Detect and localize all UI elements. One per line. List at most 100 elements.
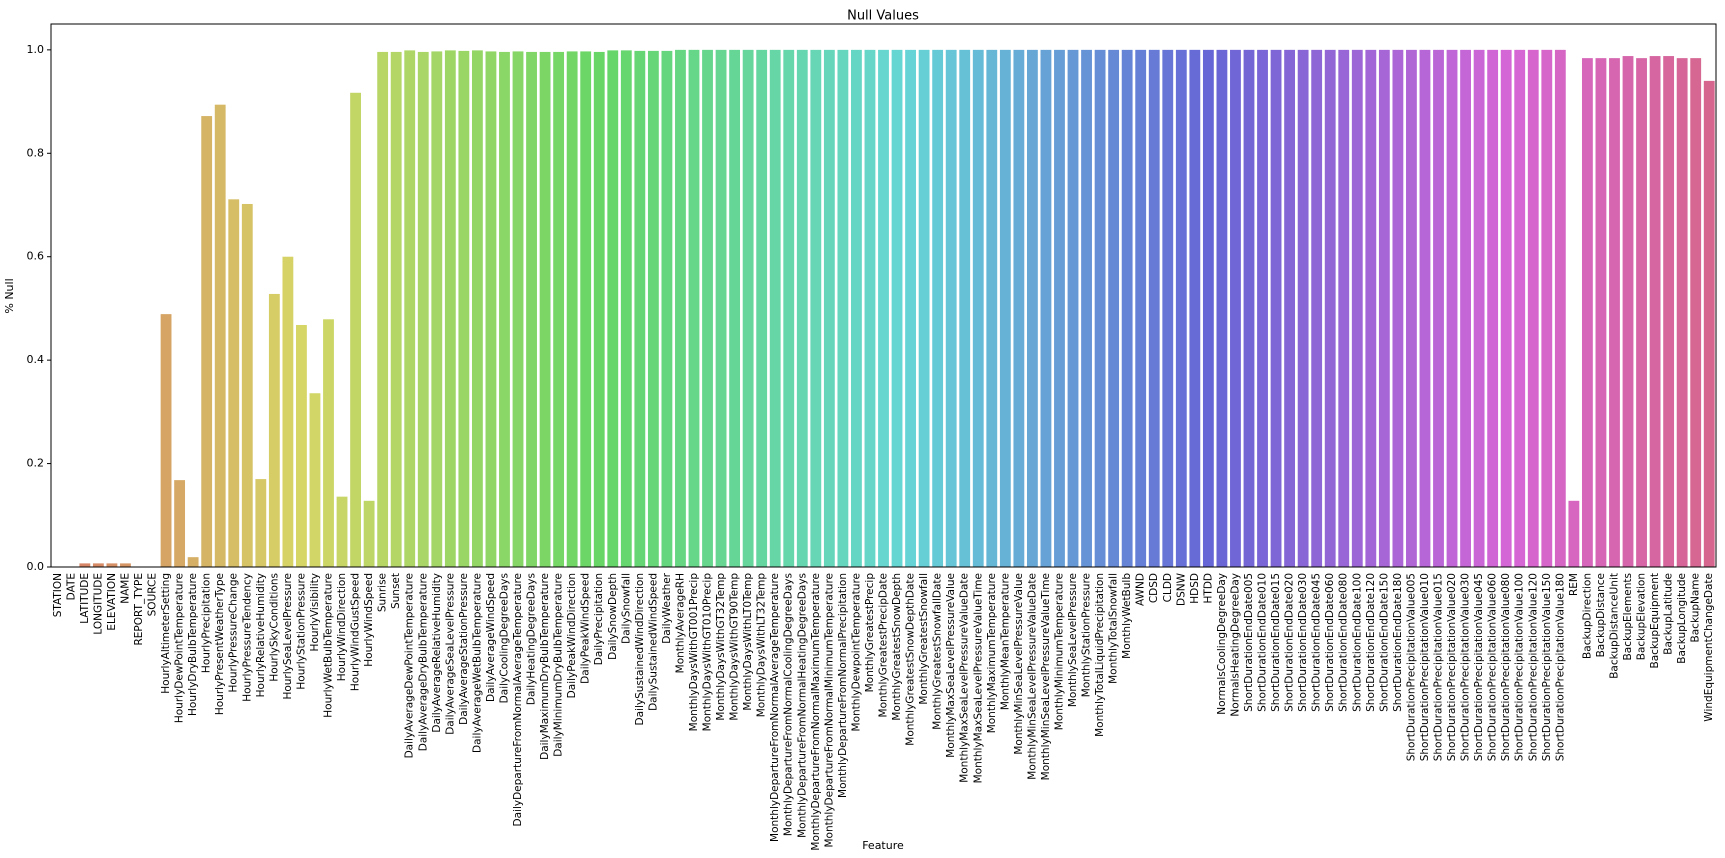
bar xyxy=(485,51,497,568)
x-tick-label: MonthlyWetBulb xyxy=(1121,573,1133,659)
bar xyxy=(647,50,659,568)
bar xyxy=(918,49,930,568)
bar xyxy=(675,49,686,568)
bar xyxy=(296,324,307,567)
bar xyxy=(1026,49,1038,568)
x-tick-label: ShortDurationPrecipitationValue080 xyxy=(1500,573,1512,761)
bar xyxy=(999,49,1011,568)
x-tick-label: DailyAverageRelativeHumidity xyxy=(431,573,443,733)
bar xyxy=(1541,49,1553,568)
x-tick-label: BackupElements xyxy=(1622,573,1634,660)
x-tick-label: ShortDurationPrecipitationValue150 xyxy=(1541,573,1553,761)
bar xyxy=(661,50,673,568)
bar xyxy=(959,49,971,568)
x-tick-label: HDSD xyxy=(1189,573,1201,604)
x-tick-label: DSNW xyxy=(1175,572,1187,606)
bar xyxy=(1419,49,1431,568)
bar xyxy=(1636,58,1647,567)
bar xyxy=(729,49,741,568)
bar xyxy=(1013,49,1025,568)
x-tick-label: ShortDurationEndDate080 xyxy=(1338,573,1350,712)
x-tick-label: MonthlyMaximumTemperature xyxy=(986,573,998,733)
x-tick-label: MonthlyDepartureFromNormalMinimumTempera… xyxy=(823,573,835,848)
x-tick-label: BackupEquipment xyxy=(1649,573,1661,668)
bar xyxy=(715,49,727,568)
x-tick-label: NormalsCoolingDegreeDay xyxy=(1216,573,1228,715)
bar xyxy=(1676,58,1688,567)
x-tick-label: MonthlyMinSeaLevelPressureValue xyxy=(1013,573,1025,755)
bar xyxy=(1081,49,1092,568)
bar xyxy=(336,496,348,567)
bar xyxy=(823,49,835,568)
x-tick-label: MonthlyTotalSnowfall xyxy=(1108,573,1120,684)
x-tick-label: MonthlyMaxSeaLevelPressureValueTime xyxy=(972,573,984,783)
bar xyxy=(1094,49,1106,568)
bar xyxy=(878,49,889,568)
bar xyxy=(1121,49,1133,568)
bar xyxy=(309,393,321,567)
x-tick-label: HourlyPressureTendency xyxy=(241,573,253,702)
x-tick-label: DailyWeather xyxy=(661,572,673,643)
x-tick-label: HourlyWetBulbTemperature xyxy=(323,573,335,718)
bar xyxy=(268,293,280,567)
x-tick-label: HourlyWindGustSpeed xyxy=(350,573,362,691)
bar xyxy=(864,49,876,568)
x-tick-label: DailySnowDepth xyxy=(607,573,619,660)
bar xyxy=(1148,49,1160,568)
bar xyxy=(160,314,172,567)
bar xyxy=(201,116,213,568)
bar xyxy=(1297,49,1309,568)
bar xyxy=(363,500,375,567)
bar xyxy=(187,557,199,567)
bar xyxy=(390,51,402,567)
x-tick-label: ShortDurationEndDate045 xyxy=(1311,573,1323,712)
x-tick-label: HourlyVisibility xyxy=(309,573,321,651)
x-tick-label: REM xyxy=(1568,573,1580,596)
bar xyxy=(417,51,429,567)
bar xyxy=(228,199,240,567)
x-tick-label: ShortDurationEndDate005 xyxy=(1243,573,1255,712)
x-tick-label: CLDD xyxy=(1162,573,1174,602)
bar xyxy=(1175,49,1187,568)
x-tick-label: Sunset xyxy=(390,573,402,609)
bar xyxy=(512,51,524,568)
bar xyxy=(1514,49,1526,568)
bar xyxy=(905,49,916,568)
bar xyxy=(539,51,551,567)
bar xyxy=(377,51,389,567)
x-tick-label: MonthlyDaysWithLT32Temp xyxy=(756,573,768,718)
x-tick-label: LATITUDE xyxy=(79,573,91,624)
bar xyxy=(1135,49,1147,568)
bar xyxy=(1392,49,1404,568)
x-tick-label: ShortDurationPrecipitationValue030 xyxy=(1460,573,1472,761)
bar xyxy=(1703,80,1715,567)
x-tick-label: DailyPeakWindSpeed xyxy=(580,573,592,684)
x-tick-label: ShortDurationPrecipitationValue020 xyxy=(1446,573,1458,761)
x-tick-label: ShortDurationPrecipitationValue120 xyxy=(1527,573,1539,761)
x-tick-label: ShortDurationEndDate020 xyxy=(1284,573,1296,712)
bar xyxy=(756,49,768,568)
bar xyxy=(810,49,822,568)
x-tick-label: CDSD xyxy=(1148,573,1160,603)
x-tick-label: HourlyDryBulbTemperature xyxy=(187,573,199,716)
x-tick-label: BackupLatitude xyxy=(1663,573,1675,655)
x-tick-label: ShortDurationEndDate060 xyxy=(1324,573,1336,712)
bar xyxy=(106,563,118,567)
x-tick-label: DailyAverageStationPressure xyxy=(458,573,470,725)
x-tick-label: ELEVATION xyxy=(106,573,118,631)
x-tick-label: MonthlyDaysWithLT0Temp xyxy=(742,573,754,711)
bar xyxy=(1189,49,1201,568)
x-tick-label: ShortDurationEndDate180 xyxy=(1392,573,1404,712)
bar xyxy=(1284,49,1296,568)
x-tick-label: MonthlyDewpointTemperature xyxy=(850,573,862,731)
bar xyxy=(471,50,483,568)
y-tick-label: 0.6 xyxy=(27,250,45,263)
x-tick-label: HourlyWindSpeed xyxy=(363,573,375,667)
bar xyxy=(607,50,619,568)
x-tick-label: MonthlyGreatestSnowfall xyxy=(918,573,930,705)
x-tick-label: MonthlyGreatestPrecip xyxy=(864,573,876,693)
x-tick-label: MonthlyGreatestSnowDepthDate xyxy=(905,573,917,746)
x-tick-label: DailyDepartureFromNormalAverageTemperatu… xyxy=(512,573,524,826)
bar xyxy=(634,50,646,568)
bar xyxy=(1257,49,1268,568)
